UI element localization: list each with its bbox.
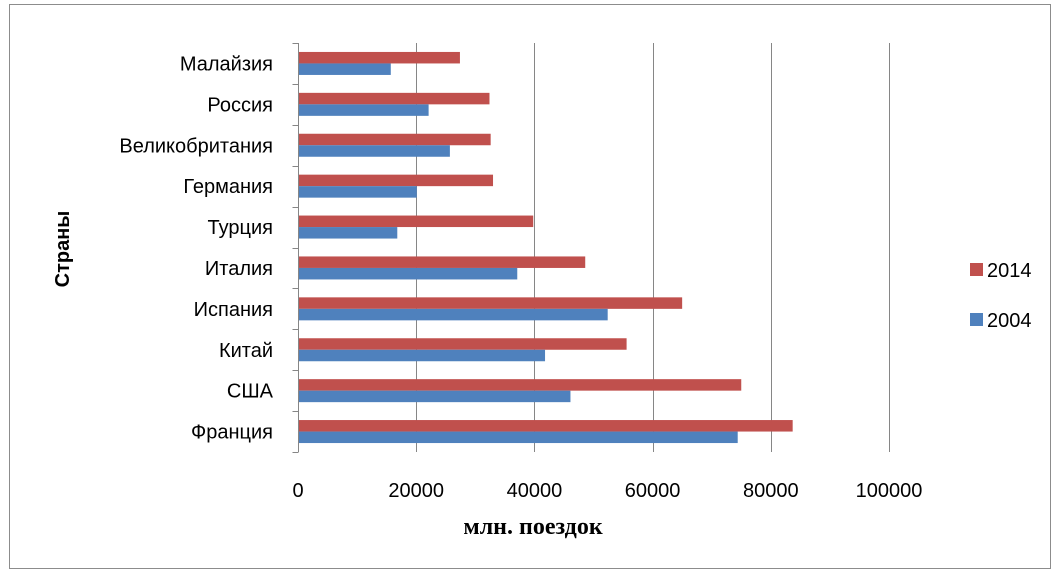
bar-2014-Италия bbox=[299, 256, 586, 268]
legend-label-2014: 2014 bbox=[987, 260, 1032, 282]
bar-2004-Малайзия bbox=[299, 63, 391, 75]
x-axis-title: млн. поездок bbox=[463, 514, 602, 540]
category-label: Великобритания bbox=[119, 135, 273, 157]
bar-2014-Великобритания bbox=[299, 133, 491, 146]
x-tick-label: 100000 bbox=[856, 480, 923, 502]
bar-2004-Испания bbox=[299, 308, 608, 321]
axes bbox=[292, 43, 299, 453]
bar-2014-США bbox=[299, 379, 742, 391]
category-label: Франция bbox=[191, 422, 273, 444]
x-tick-label: 0 bbox=[292, 480, 303, 502]
category-label: Испания bbox=[194, 299, 273, 321]
category-label: Германия bbox=[183, 176, 273, 198]
bars bbox=[299, 51, 793, 444]
category-label: США bbox=[227, 381, 274, 403]
bar-2014-Франция bbox=[299, 420, 793, 432]
category-label: Италия bbox=[205, 258, 273, 280]
bar-2004-Германия bbox=[299, 186, 417, 198]
tick-labels: Франция США Китай Испания Италия Турция Герман… bbox=[119, 53, 922, 502]
chart-frame bbox=[9, 4, 1051, 569]
bar-2004-Франция bbox=[299, 431, 738, 444]
category-label: Китай bbox=[219, 340, 273, 362]
bar-2004-Турция bbox=[299, 227, 398, 239]
category-label: Малайзия bbox=[180, 53, 273, 75]
x-tick-label: 80000 bbox=[743, 480, 799, 502]
bar-2014-Россия bbox=[299, 92, 490, 105]
legend: 2014 2004 bbox=[970, 260, 1032, 332]
bar-2004-США bbox=[299, 390, 571, 403]
bar-2004-Китай bbox=[299, 349, 546, 362]
x-tick-label: 60000 bbox=[625, 480, 681, 502]
bar-2004-Италия bbox=[299, 267, 518, 280]
bar-2014-Китай bbox=[299, 338, 627, 350]
category-label: Россия bbox=[207, 94, 273, 116]
bar-2014-Германия bbox=[299, 174, 494, 187]
legend-label-2004: 2004 bbox=[987, 310, 1032, 332]
legend-swatch-2004 bbox=[970, 313, 983, 326]
y-axis-title: Страны bbox=[52, 211, 74, 288]
bar-2004-Великобритания bbox=[299, 145, 450, 157]
bar-2014-Испания bbox=[299, 297, 683, 309]
bar-2014-Турция bbox=[299, 215, 534, 228]
bar-2004-Россия bbox=[299, 104, 429, 116]
bar-2014-Малайзия bbox=[299, 51, 460, 64]
x-tick-label: 40000 bbox=[507, 480, 563, 502]
category-label: Турция bbox=[208, 217, 273, 239]
x-tick-label: 20000 bbox=[388, 480, 444, 502]
legend-swatch-2014 bbox=[970, 263, 983, 276]
